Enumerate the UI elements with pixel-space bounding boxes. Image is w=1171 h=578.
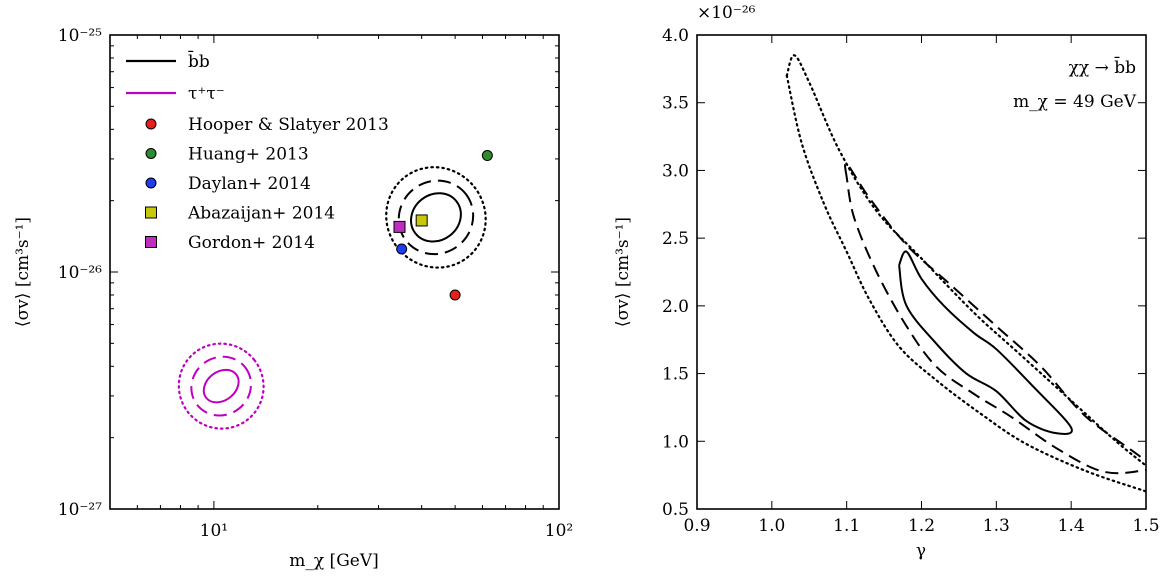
- right-x-tick-label: 1.3: [983, 516, 1010, 536]
- legend-label: Hooper & Slatyer 2013: [188, 115, 389, 135]
- left-plot-frame: [109, 34, 560, 510]
- right-annotation-mass: m_χ = 49 GeV: [1013, 92, 1137, 112]
- right-x-tick-label: 1.0: [758, 516, 785, 536]
- left-x-tick-label: 10¹: [200, 521, 228, 541]
- right-y-tick-label: 2.0: [662, 297, 689, 317]
- left-ylabel: ⟨σv⟩ [cm³s⁻¹]: [13, 217, 33, 327]
- right-x-tick-label: 1.5: [1132, 516, 1159, 536]
- legend-label: Daylan+ 2014: [188, 174, 311, 194]
- right-ylabel: ⟨σv⟩ [cm³s⁻¹]: [613, 217, 633, 327]
- right-x-tick-label: 0.9: [683, 516, 710, 536]
- contour-bb-dashed: [397, 179, 475, 256]
- data-point: [481, 150, 493, 162]
- legend-marker: [145, 118, 157, 130]
- left-x-tick-label: 10²: [545, 521, 573, 541]
- contour-tautau-dashed: [190, 355, 253, 417]
- legend-label: Huang+ 2013: [188, 145, 309, 165]
- legend-label: Gordon+ 2014: [188, 233, 315, 253]
- contour-bb-dotted: [385, 166, 487, 269]
- legend-label: Abazaijan+ 2014: [187, 204, 335, 224]
- left-y-tick-label: 10⁻²⁷: [58, 500, 102, 520]
- right-xlabel: γ: [916, 541, 926, 561]
- gamma-contour-dotted: [785, 74, 1146, 493]
- right-y-tick-label: 3.0: [662, 161, 689, 181]
- right-y-tick-label: 1.5: [662, 365, 689, 385]
- left-legend: b̄b τ⁺τ⁻ Hooper & Slatyer 2013 Huang+ 2013 D…: [126, 49, 389, 253]
- legend-marker: [145, 206, 157, 219]
- left-panel: 10¹ 10² 10⁻²⁷ 10⁻²⁶ 10⁻²⁵ b̄b τ⁺τ⁻ Hooper & Sl…: [13, 26, 573, 571]
- data-point: [396, 243, 408, 255]
- right-plot-area: [785, 54, 1146, 493]
- right-y-tick-label: 4.0: [662, 26, 689, 46]
- right-panel: 0.9 1.0 1.1 1.2 1.3 1.4 1.5 0.5 1.0 1.5 2.0 2.5 3.0 3…: [613, 3, 1160, 561]
- left-ticks: 10¹ 10² 10⁻²⁷ 10⁻²⁶ 10⁻²⁵: [58, 26, 573, 541]
- legend-marker: [145, 148, 157, 159]
- data-point: [449, 289, 461, 301]
- left-plot-area: [177, 150, 493, 430]
- right-y-tick-label: 2.5: [662, 229, 689, 249]
- left-y-tick-label: 10⁻²⁶: [58, 263, 102, 283]
- right-multiplier: ×10⁻²⁶: [697, 3, 756, 23]
- right-x-tick-label: 1.2: [908, 516, 935, 536]
- right-y-tick-label: 3.5: [662, 94, 689, 114]
- legend-label: b̄b: [188, 49, 210, 72]
- right-annotation-process: χχ → b̄b: [1069, 55, 1137, 78]
- legend-label: τ⁺τ⁻: [188, 84, 225, 104]
- gamma-contour-dotted: [785, 54, 1146, 467]
- left-xlabel: m_χ [GeV]: [289, 551, 379, 571]
- data-point: [393, 220, 406, 233]
- contour-bb-solid: [410, 192, 462, 243]
- right-x-tick-label: 1.4: [1058, 516, 1085, 536]
- left-y-tick-label: 10⁻²⁵: [58, 26, 102, 46]
- legend-marker: [145, 177, 157, 189]
- right-x-tick-label: 1.1: [833, 516, 860, 536]
- right-ticks: 0.9 1.0 1.1 1.2 1.3 1.4 1.5 0.5 1.0 1.5 2.0 2.5 3.0 3…: [662, 26, 1160, 536]
- gamma-contour-solid: [898, 250, 1073, 435]
- legend-marker: [145, 236, 157, 248]
- data-point: [415, 214, 428, 227]
- gamma-contour-dashed: [844, 162, 1146, 475]
- right-y-tick-label: 1.0: [662, 432, 689, 452]
- contour-tautau-solid: [202, 368, 240, 404]
- right-y-tick-label: 0.5: [662, 500, 689, 520]
- contour-tautau-dotted: [177, 342, 265, 430]
